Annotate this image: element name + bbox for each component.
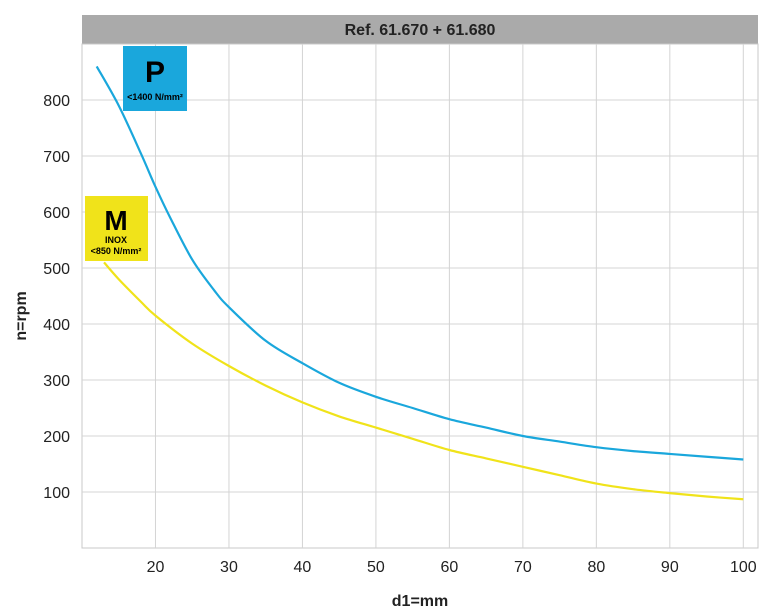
y-tick-label: 700: [43, 149, 70, 166]
x-tick-label: 30: [220, 559, 238, 576]
grid-lines: [82, 44, 758, 548]
y-tick-label: 500: [43, 261, 70, 278]
badge-p-label: <1400 N/mm²: [127, 92, 183, 102]
badge-m-label: <850 N/mm²: [91, 246, 142, 256]
badge-p-background: [123, 46, 187, 111]
badge-p-letter: P: [145, 56, 165, 89]
series-lines: [95, 65, 744, 501]
y-tick-label: 400: [43, 317, 70, 334]
y-tick-label: 600: [43, 205, 70, 222]
x-tick-label: 100: [730, 559, 757, 576]
series-line-p: [95, 65, 744, 461]
x-tick-label: 90: [661, 559, 679, 576]
y-axis-label: n=rpm: [13, 291, 30, 340]
x-tick-label: 50: [367, 559, 385, 576]
badge-m-background: [85, 196, 148, 261]
x-tick-label: 40: [294, 559, 312, 576]
x-tick-labels: 20 30 40 50 60 70 80 90 100: [147, 559, 757, 576]
y-tick-label: 200: [43, 429, 70, 446]
plot-area: [81, 43, 759, 549]
y-tick-label: 100: [43, 485, 70, 502]
x-tick-label: 80: [587, 559, 605, 576]
badge-p: P <1400 N/mm²: [123, 46, 187, 111]
series-line-m: [103, 261, 744, 501]
x-axis-label: d1=mm: [392, 593, 448, 610]
x-tick-label: 20: [147, 559, 165, 576]
badge-m: M INOX <850 N/mm²: [85, 196, 148, 261]
x-tick-label: 70: [514, 559, 532, 576]
chart-title: Ref. 61.670 + 61.680: [345, 22, 496, 39]
title-bar: [82, 15, 758, 44]
badge-m-inox-label: INOX: [105, 235, 127, 245]
y-tick-label: 300: [43, 373, 70, 390]
y-tick-labels: 100 200 300 400 500 600 700 800: [43, 93, 70, 502]
x-tick-label: 60: [440, 559, 458, 576]
y-tick-label: 800: [43, 93, 70, 110]
badge-m-letter: M: [104, 205, 127, 236]
